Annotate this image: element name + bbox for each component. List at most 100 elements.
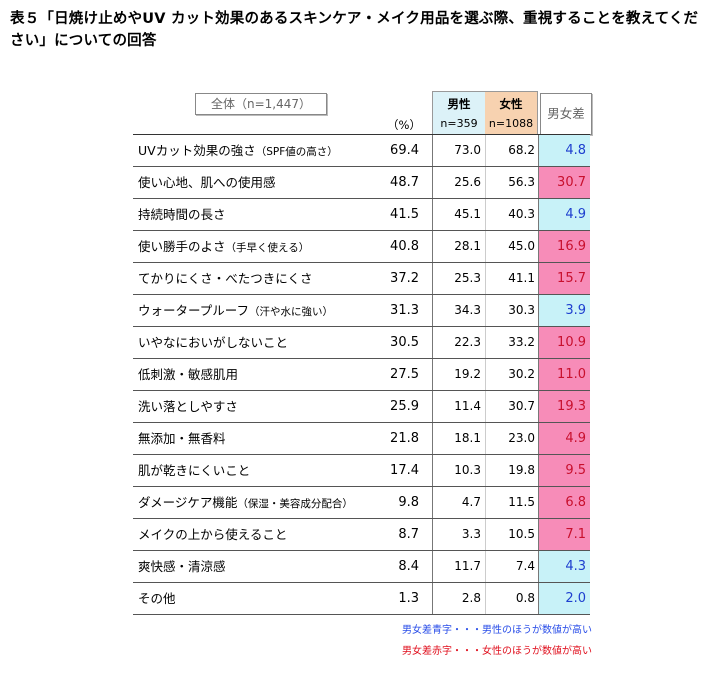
gender-diff-value: 16.9	[538, 231, 590, 262]
male-value: 11.4	[432, 391, 485, 422]
row-label-main: 持続時間の長さ	[138, 207, 226, 222]
row-label: 使い心地、肌への使用感	[133, 167, 381, 198]
row-label-main: 無添加・無香料	[138, 431, 226, 446]
female-value: 30.7	[485, 391, 538, 422]
gender-diff-value: 9.5	[538, 455, 590, 486]
row-label-main: メイクの上から使えること	[138, 527, 288, 542]
gender-diff-value: 30.7	[538, 167, 590, 198]
female-value: 68.2	[485, 135, 538, 166]
table-row: UVカット効果の強さ（SPF値の高さ） 69.4 73.0 68.2 4.8	[133, 135, 590, 167]
table-row: 持続時間の長さ 41.5 45.1 40.3 4.9	[133, 199, 590, 231]
male-value: 18.1	[432, 423, 485, 454]
results-table: UVカット効果の強さ（SPF値の高さ） 69.4 73.0 68.2 4.8 使い心地、肌…	[133, 134, 590, 615]
row-label-main: 洗い落としやすさ	[138, 399, 238, 414]
row-label: その他	[133, 583, 381, 614]
table-row: メイクの上から使えること 8.7 3.3 10.5 7.1	[133, 519, 590, 551]
row-label-sub: （保湿・美容成分配合）	[237, 498, 353, 510]
overall-value: 8.7	[398, 527, 419, 542]
overall-value: 8.4	[398, 559, 419, 574]
row-label-sub: （汗や水に強い）	[249, 306, 334, 318]
female-value: 7.4	[485, 551, 538, 582]
row-label-sub: （SPF値の高さ）	[255, 146, 338, 158]
female-value: 56.3	[485, 167, 538, 198]
legend-note-blue: 男女差青字・・・男性のほうが数値が高い	[402, 625, 592, 636]
overall-value: 31.3	[390, 303, 419, 318]
male-value: 10.3	[432, 455, 485, 486]
row-label-main: その他	[138, 591, 176, 606]
row-label-main: 低刺激・敏感肌用	[138, 367, 239, 382]
male-value: 19.2	[432, 359, 485, 390]
table-row: ダメージケア機能（保湿・美容成分配合） 9.8 4.7 11.5 6.8	[133, 487, 590, 519]
male-header-label: 男性	[447, 97, 471, 111]
gender-diff-value: 15.7	[538, 263, 590, 294]
row-label-main: ウォータープルーフ	[138, 303, 250, 318]
row-label: 無添加・無香料	[133, 423, 381, 454]
row-label: メイクの上から使えること	[133, 519, 381, 550]
female-value: 33.2	[485, 327, 538, 358]
row-label: 爽快感・清涼感	[133, 551, 381, 582]
male-value: 11.7	[432, 551, 485, 582]
male-value: 28.1	[432, 231, 485, 262]
table-row: 使い心地、肌への使用感 48.7 25.6 56.3 30.7	[133, 167, 590, 199]
row-label-main: UVカット効果の強さ	[138, 143, 256, 158]
male-value: 22.3	[432, 327, 485, 358]
row-label: 肌が乾きにくいこと	[133, 455, 381, 486]
female-value: 40.3	[485, 199, 538, 230]
overall-value: 40.8	[390, 239, 419, 254]
male-value: 4.7	[432, 487, 485, 518]
male-value: 25.6	[432, 167, 485, 198]
overall-value: 17.4	[390, 463, 419, 478]
percent-unit-label: （%）	[387, 118, 421, 132]
gender-diff-value: 3.9	[538, 295, 590, 326]
row-label-main: 使い勝手のよさ	[138, 239, 226, 254]
row-label-main: 爽快感・清涼感	[138, 559, 226, 574]
male-value: 25.3	[432, 263, 485, 294]
row-label: 持続時間の長さ	[133, 199, 381, 230]
row-label-main: てかりにくさ・べたつきにくさ	[138, 271, 313, 286]
gender-diff-value: 11.0	[538, 359, 590, 390]
table-row: てかりにくさ・べたつきにくさ 37.2 25.3 41.1 15.7	[133, 263, 590, 295]
overall-value: 69.4	[390, 143, 419, 158]
overall-value: 41.5	[390, 207, 419, 222]
table-row: ウォータープルーフ（汗や水に強い） 31.3 34.3 30.3 3.9	[133, 295, 590, 327]
row-label: ウォータープルーフ（汗や水に強い）	[133, 295, 381, 326]
row-label-main: 使い心地、肌への使用感	[138, 175, 276, 190]
overall-value: 30.5	[390, 335, 419, 350]
male-value: 45.1	[432, 199, 485, 230]
gender-diff-value: 4.9	[538, 423, 590, 454]
gender-diff-value: 4.9	[538, 199, 590, 230]
row-label: 低刺激・敏感肌用	[133, 359, 381, 390]
table-row: 低刺激・敏感肌用 27.5 19.2 30.2 11.0	[133, 359, 590, 391]
female-value: 23.0	[485, 423, 538, 454]
female-header-label: 女性	[499, 97, 523, 111]
female-value: 10.5	[485, 519, 538, 550]
table-row: 肌が乾きにくいこと 17.4 10.3 19.8 9.5	[133, 455, 590, 487]
row-label-main: 肌が乾きにくいこと	[138, 463, 251, 478]
female-value: 11.5	[485, 487, 538, 518]
table-row: その他 1.3 2.8 0.8 2.0	[133, 583, 590, 615]
gender-diff-value: 7.1	[538, 519, 590, 550]
legend-note-red: 男女差赤字・・・女性のほうが数値が高い	[402, 646, 592, 657]
female-value: 19.8	[485, 455, 538, 486]
gender-diff-value: 2.0	[538, 583, 590, 614]
male-header: 男性 n=359	[432, 91, 485, 134]
table-row: 爽快感・清涼感 8.4 11.7 7.4 4.3	[133, 551, 590, 583]
overall-header: 全体（n=1,447）	[195, 93, 327, 115]
female-value: 0.8	[485, 583, 538, 614]
female-value: 30.2	[485, 359, 538, 390]
male-value: 2.8	[432, 583, 485, 614]
row-label: いやなにおいがしないこと	[133, 327, 381, 358]
row-label-main: ダメージケア機能	[138, 495, 238, 510]
gender-diff-value: 4.8	[538, 135, 590, 166]
row-label: てかりにくさ・べたつきにくさ	[133, 263, 381, 294]
row-label: ダメージケア機能（保湿・美容成分配合）	[133, 487, 381, 518]
female-header: 女性 n=1088	[485, 91, 538, 134]
female-value: 41.1	[485, 263, 538, 294]
gender-diff-value: 19.3	[538, 391, 590, 422]
table-row: いやなにおいがしないこと 30.5 22.3 33.2 10.9	[133, 327, 590, 359]
table-title: 表５「日焼け止めやUV カット効果のあるスキンケア・メイク用品を選ぶ際、重視する…	[10, 11, 699, 49]
overall-value: 21.8	[390, 431, 419, 446]
female-header-n: n=1088	[488, 117, 534, 130]
gender-diff-value: 4.3	[538, 551, 590, 582]
overall-value: 1.3	[398, 591, 419, 606]
